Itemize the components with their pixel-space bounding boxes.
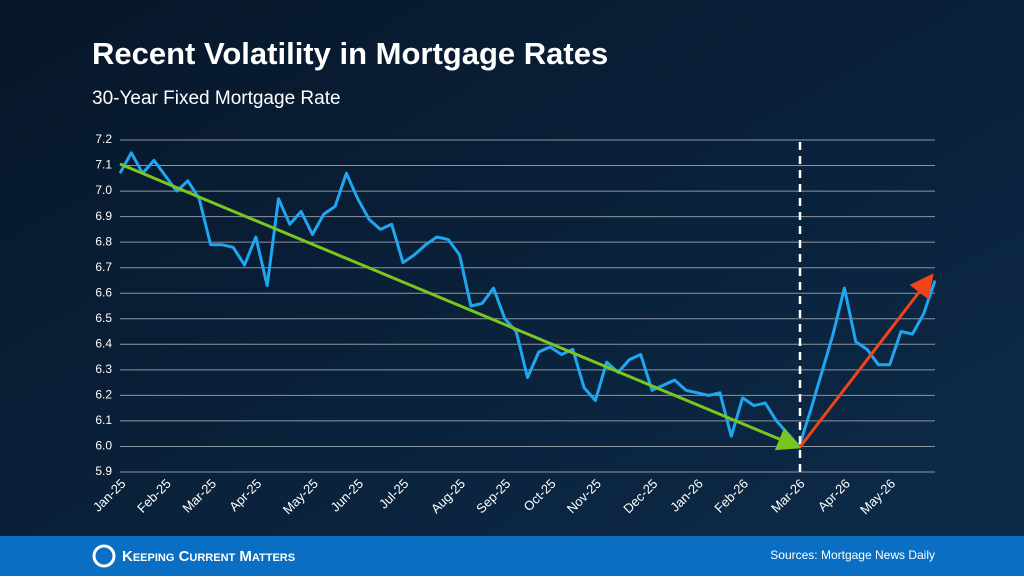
y-tick-label: 5.9 — [95, 464, 112, 478]
y-tick-label: 6.1 — [95, 413, 112, 427]
y-tick-label: 6.5 — [95, 311, 112, 325]
trend-arrow-up — [798, 273, 934, 448]
y-tick-label: 7.0 — [95, 183, 112, 197]
y-tick-label: 6.4 — [95, 336, 112, 350]
y-tick-label: 6.0 — [95, 439, 112, 453]
chart-subtitle: 30-Year Fixed Mortgage Rate — [92, 88, 341, 109]
logo-icon — [92, 544, 116, 568]
y-tick-label: 6.3 — [95, 362, 112, 376]
y-tick-label: 7.2 — [95, 132, 112, 146]
logo-text: Keeping Current Matters — [122, 548, 295, 565]
y-tick-label: 6.7 — [95, 260, 112, 274]
y-tick-label: 6.8 — [95, 234, 112, 248]
y-tick-label: 6.2 — [95, 388, 112, 402]
trend-arrow-down — [119, 162, 802, 451]
footer-bar — [0, 536, 1024, 576]
y-tick-label: 6.9 — [95, 209, 112, 223]
chart-title: Recent Volatility in Mortgage Rates — [92, 36, 608, 71]
y-tick-label: 6.6 — [95, 285, 112, 299]
y-tick-label: 7.1 — [95, 158, 112, 172]
source: Sources: Mortgage News Daily — [770, 548, 935, 562]
